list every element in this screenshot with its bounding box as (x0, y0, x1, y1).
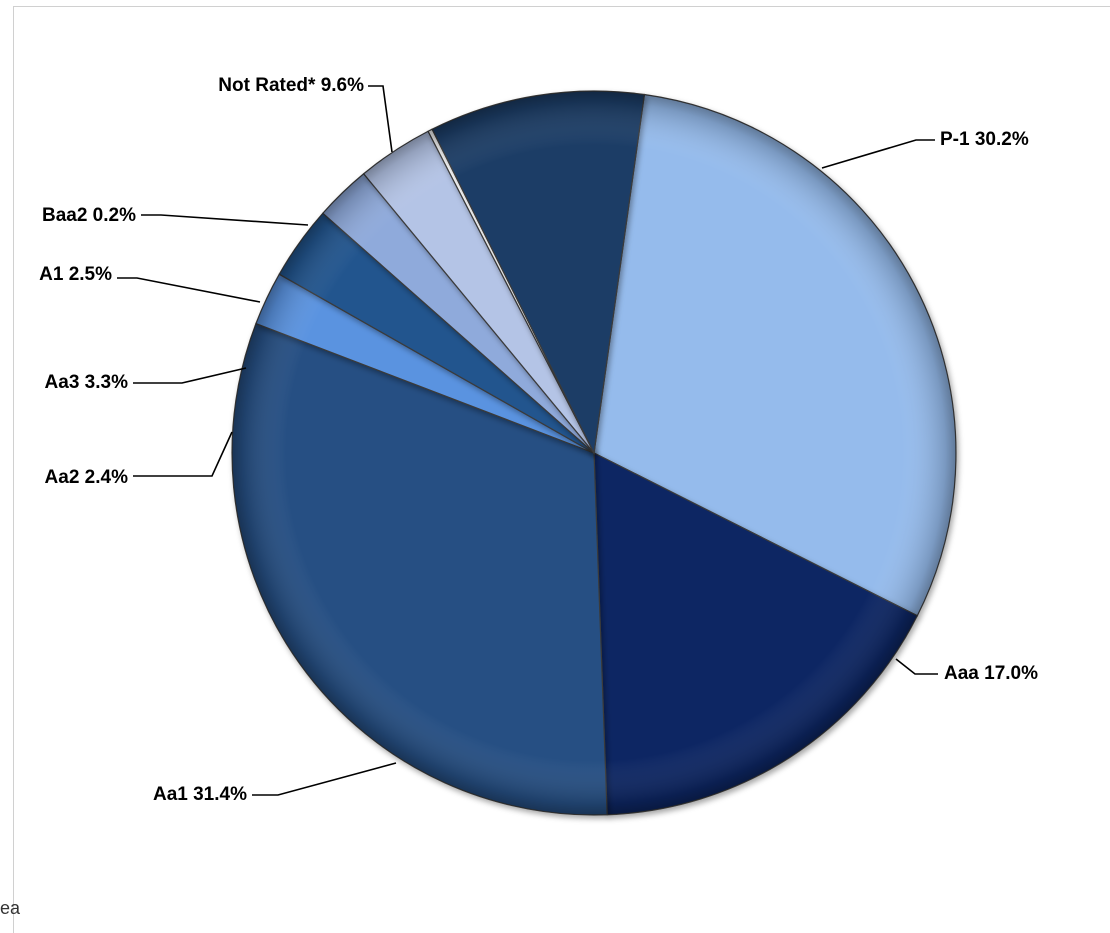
leader-line-aa1 (252, 762, 397, 796)
leader-line-baa2 (141, 214, 309, 226)
data-label-aa2: Aa2 2.4% (45, 467, 129, 488)
data-label-not-rated: Not Rated* 9.6% (218, 75, 364, 96)
truncated-text-fragment: ea (0, 898, 21, 918)
leader-line-aa2 (133, 431, 233, 477)
data-labels: P-1 30.2% Aaa 17.0% Aa1 31.4% Aa2 2.4% Aa3 3… (39, 75, 1038, 805)
leader-line-aa3 (133, 367, 247, 384)
leader-line-p-1 (821, 139, 935, 169)
data-label-a1: A1 2.5% (39, 264, 112, 285)
data-label-p-1: P-1 30.2% (940, 129, 1029, 150)
data-label-aa3: Aa3 3.3% (45, 372, 129, 393)
leader-line-not-rated (368, 85, 393, 153)
data-label-aaa: Aaa 17.0% (944, 663, 1038, 684)
data-label-baa2: Baa2 0.2% (42, 205, 136, 226)
pie-slices (231, 90, 957, 816)
data-label-aa1: Aa1 31.4% (153, 784, 247, 805)
leader-line-a1 (117, 277, 261, 303)
leader-line-aaa (895, 658, 938, 675)
leader-lines (117, 85, 938, 796)
